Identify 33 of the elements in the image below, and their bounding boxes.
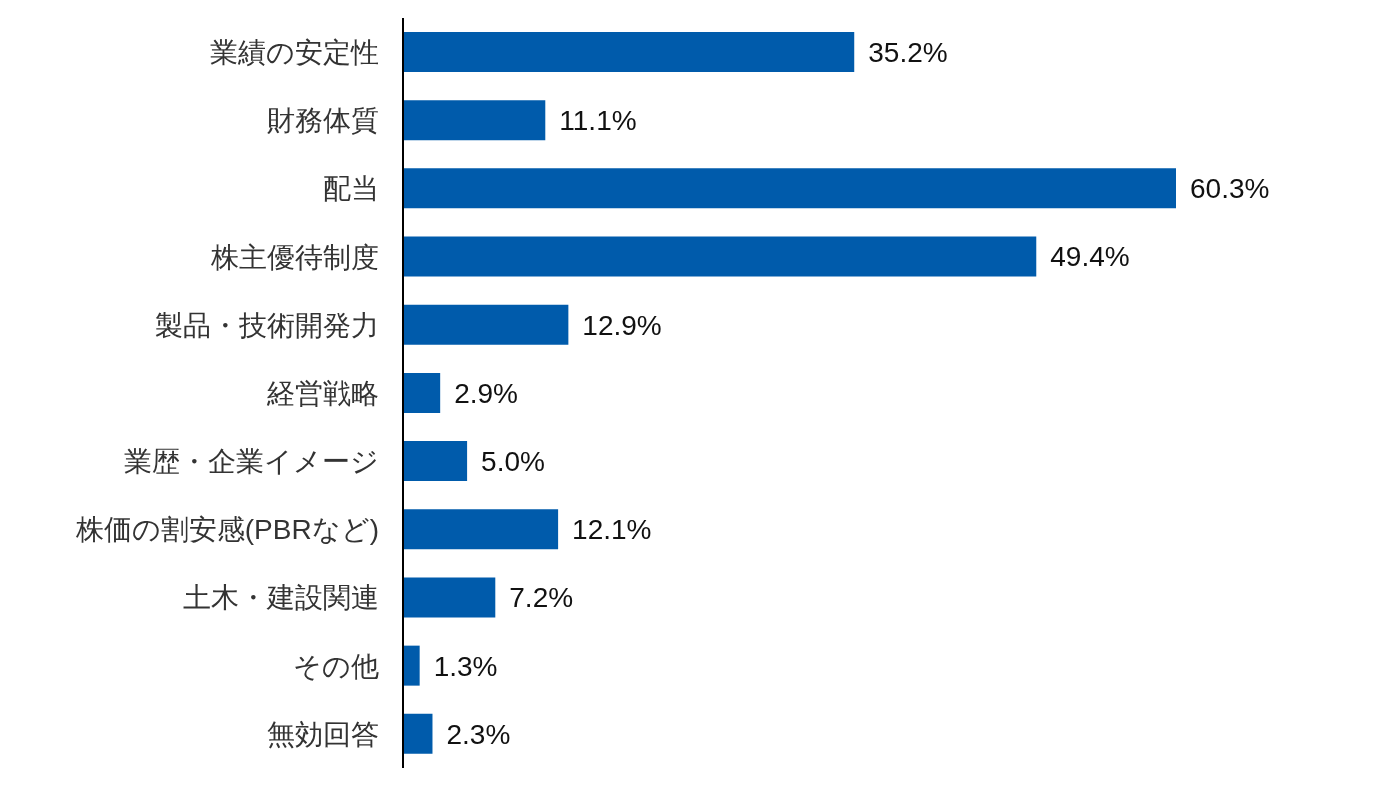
data-label: 12.9% [582, 309, 662, 341]
y-tick-label: 株主優待制度 [210, 241, 379, 273]
y-tick-label: 配当 [323, 173, 379, 205]
data-label: 2.3% [446, 718, 511, 750]
bar [403, 236, 1037, 277]
bar [403, 441, 468, 482]
data-label: 5.0% [481, 446, 545, 478]
bar [403, 509, 559, 550]
bar [403, 713, 433, 754]
y-tick-label: 業歴・企業イメージ [124, 446, 379, 478]
bar [403, 372, 441, 413]
bar [403, 304, 569, 345]
y-tick-label: その他 [293, 650, 379, 682]
data-label: 49.4% [1050, 241, 1130, 273]
data-label: 35.2% [868, 36, 948, 68]
data-label: 11.1% [559, 105, 637, 137]
data-label: 2.9% [454, 377, 518, 409]
y-tick-label: 土木・建設関連 [183, 582, 379, 614]
bar [403, 100, 546, 141]
bar [403, 577, 496, 618]
y-tick-label: 財務体質 [267, 105, 379, 137]
y-tick-label: 業績の安定性 [210, 37, 379, 69]
data-label: 1.3% [433, 650, 498, 682]
bar [403, 645, 420, 686]
data-label: 60.3% [1190, 173, 1270, 205]
bar [403, 32, 855, 72]
data-label: 12.1% [572, 514, 652, 546]
y-tick-label: 経営戦略 [266, 377, 379, 409]
y-tick-label: 無効回答 [267, 718, 379, 750]
y-tick-label: 株価の割安感(PBRなど) [74, 514, 379, 546]
y-tick-label: 製品・技術開発力 [155, 309, 379, 341]
bar [403, 168, 1176, 209]
data-label: 7.2% [509, 582, 574, 614]
